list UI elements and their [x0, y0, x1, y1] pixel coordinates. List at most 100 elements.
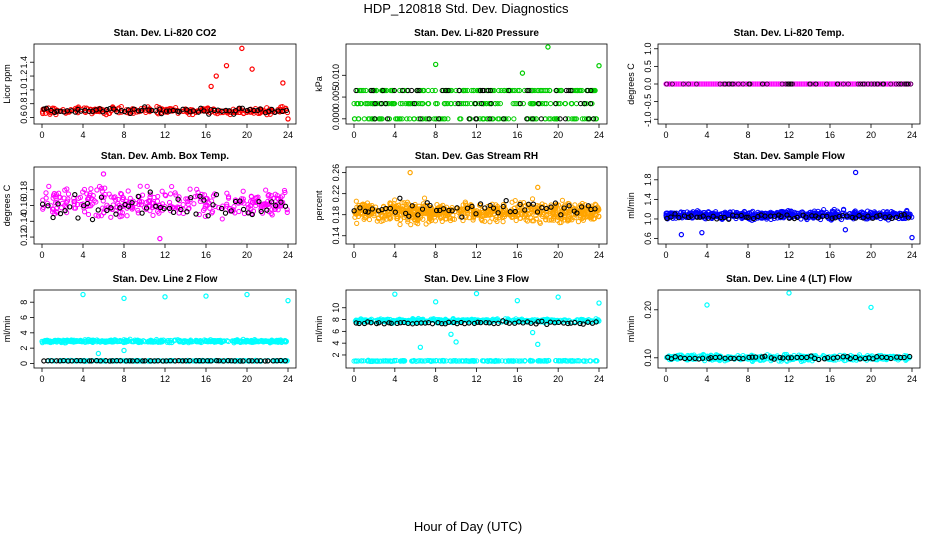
daily-mean-point [482, 205, 488, 211]
data-point [129, 338, 135, 345]
data-point [387, 214, 393, 220]
data-point [791, 81, 797, 87]
data-point [758, 81, 764, 87]
panel-title: Stan. Dev. Li-820 Temp. [734, 28, 845, 39]
data-point [386, 116, 393, 122]
data-point [753, 81, 759, 87]
data-point [572, 202, 578, 208]
data-point [495, 100, 501, 107]
data-point [109, 339, 115, 345]
data-point [376, 358, 382, 364]
y-tick-label: 0 [19, 361, 29, 366]
data-point [144, 183, 150, 189]
data-point [834, 208, 840, 214]
data-point [377, 100, 383, 107]
data-point [366, 216, 373, 223]
daily-mean-point [584, 87, 590, 94]
x-tick-label: 0 [351, 250, 356, 260]
data-point [126, 337, 132, 344]
daily-mean-point [475, 319, 481, 325]
data-point [565, 116, 571, 122]
data-point [554, 116, 560, 122]
data-point [426, 100, 432, 107]
data-point [559, 197, 566, 203]
daily-mean-point [61, 109, 67, 115]
daily-mean-point [727, 355, 734, 361]
data-point [510, 358, 517, 364]
data-point [802, 81, 808, 87]
daily-mean-point [849, 214, 855, 221]
data-point [156, 210, 162, 216]
daily-mean-point [67, 204, 73, 210]
daily-mean-point [572, 319, 578, 326]
data-point [684, 81, 690, 87]
data-point [772, 81, 778, 87]
daily-mean-point [84, 200, 91, 207]
data-point [271, 338, 277, 344]
data-point [515, 87, 521, 94]
daily-mean-point [539, 318, 545, 324]
data-point [722, 358, 728, 364]
x-tick-label: 20 [866, 250, 876, 260]
data-point [135, 207, 141, 213]
daily-mean-point [466, 320, 472, 326]
data-point [426, 213, 432, 219]
data-point [750, 213, 756, 219]
data-point [439, 116, 445, 122]
plot-frame [345, 43, 608, 125]
data-point [725, 211, 731, 217]
data-point [418, 317, 424, 323]
y-axis-label: Licor ppm [2, 64, 12, 104]
data-point [400, 358, 406, 364]
x-tick-label: 16 [825, 130, 835, 140]
x-tick-label: 20 [553, 130, 563, 140]
data-point [401, 200, 407, 206]
data-point [533, 116, 539, 122]
data-point [82, 338, 88, 344]
data-point [480, 100, 486, 107]
daily-mean-point [908, 81, 914, 87]
data-point [503, 358, 509, 364]
daily-mean-point [669, 81, 675, 87]
daily-mean-point [553, 87, 559, 94]
data-point [113, 208, 119, 214]
daily-mean-point [439, 320, 445, 327]
data-point [484, 358, 491, 364]
daily-mean-point [788, 81, 794, 87]
daily-mean-point [193, 211, 199, 217]
data-point [413, 100, 419, 107]
daily-mean-point [512, 208, 518, 215]
data-point [837, 81, 843, 87]
daily-mean-point [803, 214, 809, 220]
daily-mean-point [204, 358, 211, 364]
data-point [189, 358, 196, 364]
data-point [470, 217, 476, 223]
daily-mean-point [195, 109, 202, 115]
data-point [221, 338, 227, 344]
data-point [102, 185, 108, 191]
daily-mean-point [244, 107, 250, 114]
data-point [231, 204, 237, 210]
daily-mean-point [411, 100, 417, 107]
daily-mean-point [399, 87, 405, 94]
daily-mean-point [157, 106, 163, 112]
data-point [224, 338, 230, 344]
data-point [258, 206, 264, 212]
data-point [381, 317, 388, 324]
data-point [357, 100, 364, 107]
data-point [252, 195, 259, 201]
y-tick-label: 0.6 [643, 232, 653, 245]
outlier-point [100, 171, 107, 177]
data-point [50, 209, 56, 215]
data-point [397, 100, 403, 107]
data-point [232, 339, 238, 345]
data-point [680, 210, 687, 216]
data-point [425, 87, 431, 94]
daily-mean-point [272, 203, 279, 209]
daily-mean-point [232, 358, 238, 364]
daily-mean-point [175, 196, 181, 202]
data-point [155, 111, 161, 117]
daily-mean-point [405, 87, 411, 94]
